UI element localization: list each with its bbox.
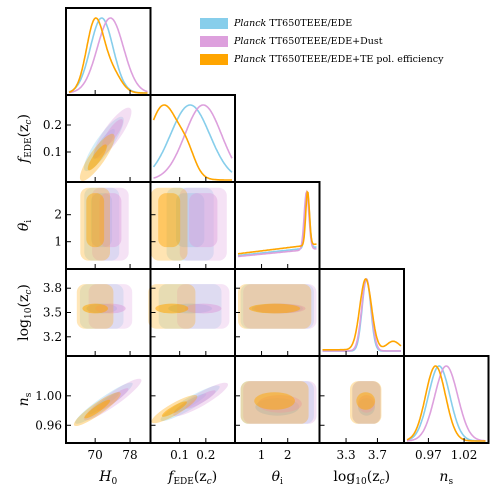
contour-inner <box>86 193 105 248</box>
x-tick-label: 1 <box>258 448 266 462</box>
y-axis-label-log10zc: log10(zc) <box>16 284 34 341</box>
legend-label: Planck TT650TEEE/EDE+TE pol. efficiency <box>234 53 444 65</box>
y-tick-label: 0.2 <box>43 118 62 132</box>
marginal-curves <box>68 17 486 442</box>
y-axis-label-theta_i: θi <box>16 220 34 231</box>
contour-inner <box>158 193 181 248</box>
legend-label: Planck TT650TEEE/EDE+Dust <box>234 35 383 47</box>
contour-inner <box>91 193 113 248</box>
marginal-curve-ns-1 <box>407 365 486 442</box>
x-tick-label: 1.02 <box>451 448 478 462</box>
axis-ticks <box>66 90 465 443</box>
y-axis-label-fEDE: fEDE(zc) <box>16 114 34 164</box>
x-axis-label-log10zc: log10(zc) <box>333 469 390 487</box>
marginal-curve-theta_i-1 <box>237 189 317 258</box>
x-tick-label: 0.97 <box>415 448 442 462</box>
y-tick-label: 1 <box>54 235 62 249</box>
x-tick-label: 3.7 <box>368 448 387 462</box>
x-tick-label: 0.2 <box>196 448 215 462</box>
marginal-curve-fEDE-1 <box>153 104 233 179</box>
contour-inner <box>87 144 107 171</box>
marginal-curve-H0-2 <box>68 17 148 94</box>
contour-inner <box>161 401 187 417</box>
marginal-curve-log10zc-2 <box>322 278 402 351</box>
contour-fills <box>73 107 382 427</box>
y-tick-label: 0.1 <box>43 145 62 159</box>
legend-label: Planck TT650TEEE/EDE <box>234 17 353 29</box>
legend-swatch-dust <box>200 35 228 47</box>
contour-outer <box>84 187 120 261</box>
marginal-curve-ns-0 <box>406 365 486 442</box>
marginal-curve-fEDE-0 <box>152 104 233 173</box>
contour-inner <box>102 119 124 148</box>
contour-inner <box>176 193 205 248</box>
contour-inner <box>99 193 122 248</box>
x-axis-label-ns: ns <box>439 469 453 487</box>
y-tick-label: 0.96 <box>35 418 62 432</box>
contour-inner <box>155 303 189 314</box>
y-tick-label: 3.8 <box>43 281 62 295</box>
marginal-curve-fEDE-2 <box>152 104 232 181</box>
contour-inner <box>356 392 376 410</box>
x-axis-label-theta_i: θi <box>272 469 283 487</box>
contour-outer <box>150 187 188 261</box>
x-axis-label-H0: H0 <box>98 469 117 487</box>
legend-entry: Planck TT650TEEE/EDE+Dust <box>200 32 490 50</box>
y-tick-label: 1.00 <box>35 389 62 403</box>
marginal-curve-H0-1 <box>68 17 148 94</box>
x-tick-label: 0.1 <box>170 448 189 462</box>
contour-inner <box>184 303 222 314</box>
marginal-curve-theta_i-2 <box>237 190 317 255</box>
y-axis-label-ns: ns <box>16 392 34 406</box>
contour-outer <box>166 187 214 261</box>
legend-swatch-te <box>200 53 228 65</box>
panel-frame-ns-ns <box>403 355 490 444</box>
marginal-curve-log10zc-1 <box>322 277 401 352</box>
legend-entry: Planck TT650TEEE/EDE+TE pol. efficiency <box>200 50 490 68</box>
contour-inner <box>185 390 216 409</box>
contour-outer <box>80 187 110 261</box>
contour-outer <box>92 187 129 261</box>
legend-entry: Planck TT650TEEE/EDE <box>200 14 490 32</box>
legend: Planck TT650TEEE/EDE Planck TT650TEEE/ED… <box>200 14 490 68</box>
axis-labels: 70 78 0.1 0.2 1 2 3.3 3.7 0.97 1.02 0.1 0.2 1 2 3.2 3.5… <box>16 114 477 487</box>
x-tick-label: 2 <box>284 448 292 462</box>
y-tick-label: 3.5 <box>43 306 62 320</box>
contour-inner <box>84 399 111 419</box>
x-axis-label-fEDE: fEDE(zc) <box>167 469 217 487</box>
y-tick-label: 3.2 <box>43 330 62 344</box>
contour-inner <box>82 303 108 314</box>
contour-inner <box>189 193 218 248</box>
x-tick-label: 70 <box>88 448 103 462</box>
x-tick-label: 3.3 <box>337 448 356 462</box>
contour-outer <box>179 187 227 261</box>
marginal-curve-ns-2 <box>406 365 486 442</box>
y-tick-label: 2 <box>54 208 62 222</box>
legend-swatch-ede <box>200 17 228 29</box>
contour-inner <box>249 303 301 314</box>
contour-inner <box>254 392 295 410</box>
x-tick-label: 78 <box>122 448 137 462</box>
panel-frames <box>65 7 490 444</box>
